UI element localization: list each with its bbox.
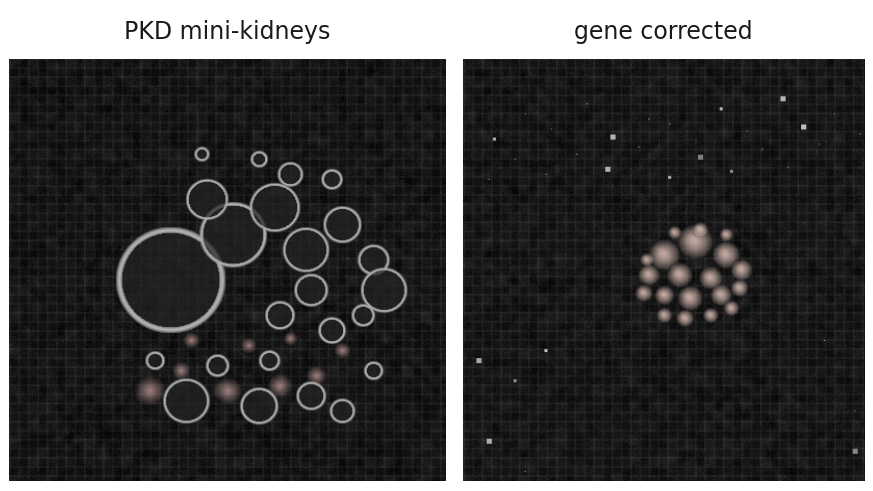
Text: gene corrected: gene corrected	[574, 20, 753, 44]
Text: PKD mini-kidneys: PKD mini-kidneys	[124, 20, 330, 44]
